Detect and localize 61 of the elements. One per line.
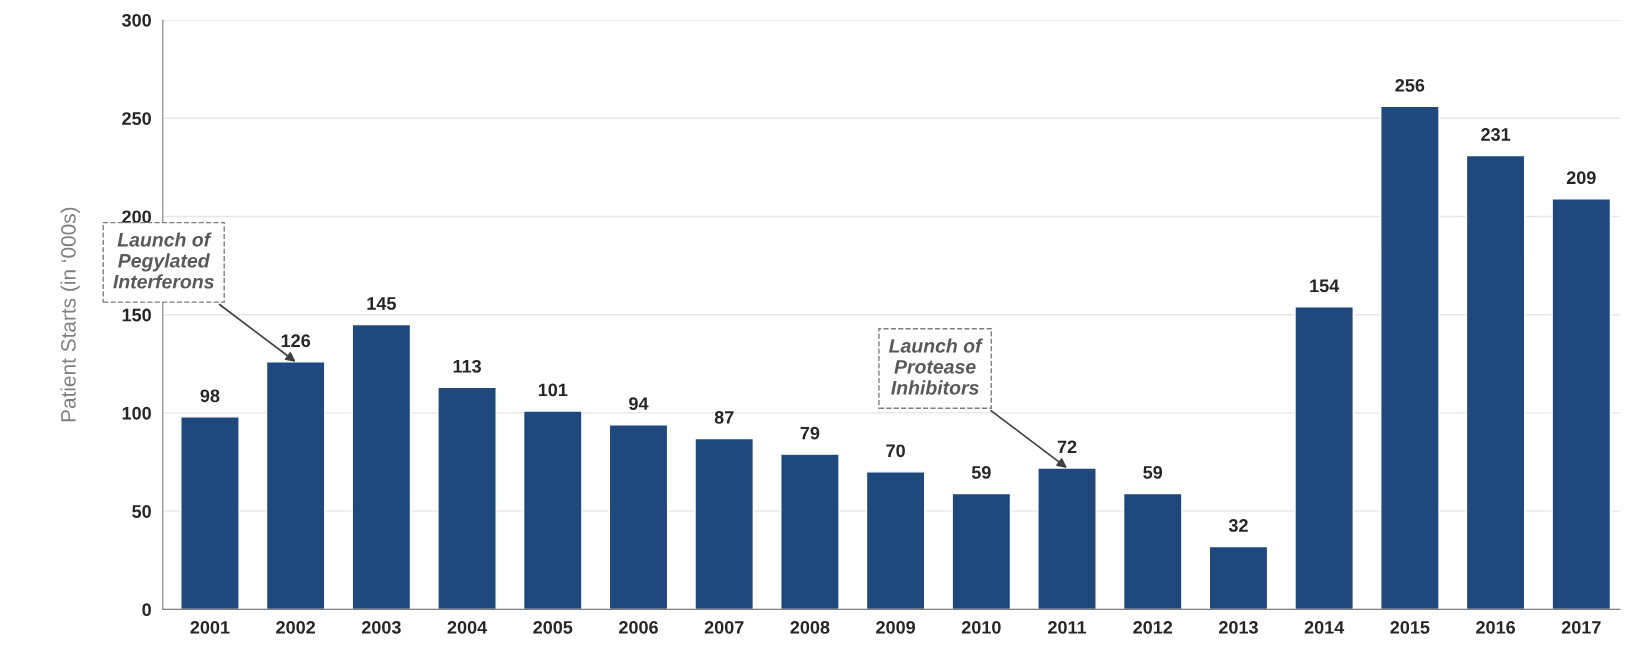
bar (522, 410, 583, 610)
bar (865, 471, 926, 610)
x-tick-label: 2010 (961, 620, 1001, 634)
bar (694, 437, 755, 610)
bar (351, 323, 412, 610)
data-label: 59 (971, 466, 991, 479)
x-tick-label: 2005 (533, 620, 573, 634)
annotation: Launch of Pegylated Interferons (113, 232, 214, 289)
bar (1037, 467, 1097, 610)
x-tick-label: 2013 (1219, 620, 1258, 634)
x-tick-label: 2004 (447, 620, 488, 634)
bar (1465, 154, 1526, 610)
bar (1380, 105, 1440, 610)
annotation: Launch of Protease Inhibitors (888, 338, 984, 395)
bar (1122, 492, 1183, 610)
data-label: 87 (714, 411, 734, 424)
data-label: 209 (1566, 171, 1596, 185)
x-tick-label: 2003 (361, 620, 401, 634)
bar (608, 424, 669, 610)
y-tick-label: 200 (122, 210, 151, 224)
bar (780, 453, 840, 610)
x-tick-label: 2008 (790, 620, 830, 634)
data-label: 72 (1057, 440, 1077, 454)
data-label: 231 (1481, 128, 1511, 141)
data-label: 32 (1228, 519, 1248, 532)
x-tick-label: 2014 (1304, 620, 1345, 634)
x-tick-label: 2007 (704, 620, 744, 634)
y-tick-label: 250 (122, 112, 151, 125)
x-tick-label: 2001 (190, 620, 230, 634)
x-tick-label: 2017 (1561, 620, 1601, 634)
data-label: 79 (800, 426, 820, 440)
x-tick-label: 2006 (619, 620, 658, 634)
data-label: 59 (1143, 466, 1163, 479)
data-label: 113 (453, 359, 481, 373)
data-label: 145 (367, 297, 396, 310)
x-tick-label: 2012 (1133, 620, 1173, 634)
y-tick-label: 150 (122, 308, 151, 322)
data-label: 126 (281, 334, 311, 348)
y-tick-label: 100 (122, 406, 151, 420)
x-tick-label: 2015 (1390, 620, 1430, 634)
data-label: 98 (200, 389, 220, 403)
y-axis-title: Patient Starts (in ‘000s) (60, 207, 80, 422)
y-tick-label: 0 (142, 603, 151, 617)
bar (1208, 545, 1269, 610)
data-label: 256 (1395, 78, 1425, 92)
x-tick-label: 2002 (276, 620, 316, 634)
data-label: 94 (629, 397, 649, 411)
bar (437, 386, 497, 610)
x-tick-label: 2016 (1476, 620, 1516, 634)
data-label: 101 (538, 383, 568, 397)
bar (1294, 306, 1354, 610)
y-tick-label: 50 (132, 505, 151, 518)
bar (265, 361, 326, 610)
data-label: 154 (1310, 279, 1340, 293)
x-tick-label: 2011 (1048, 620, 1087, 634)
bar (1551, 198, 1612, 610)
data-label: 70 (886, 444, 905, 458)
bar (951, 492, 1012, 610)
y-tick-label: 300 (121, 13, 151, 27)
x-tick-label: 2009 (876, 620, 916, 634)
bar (180, 416, 240, 610)
